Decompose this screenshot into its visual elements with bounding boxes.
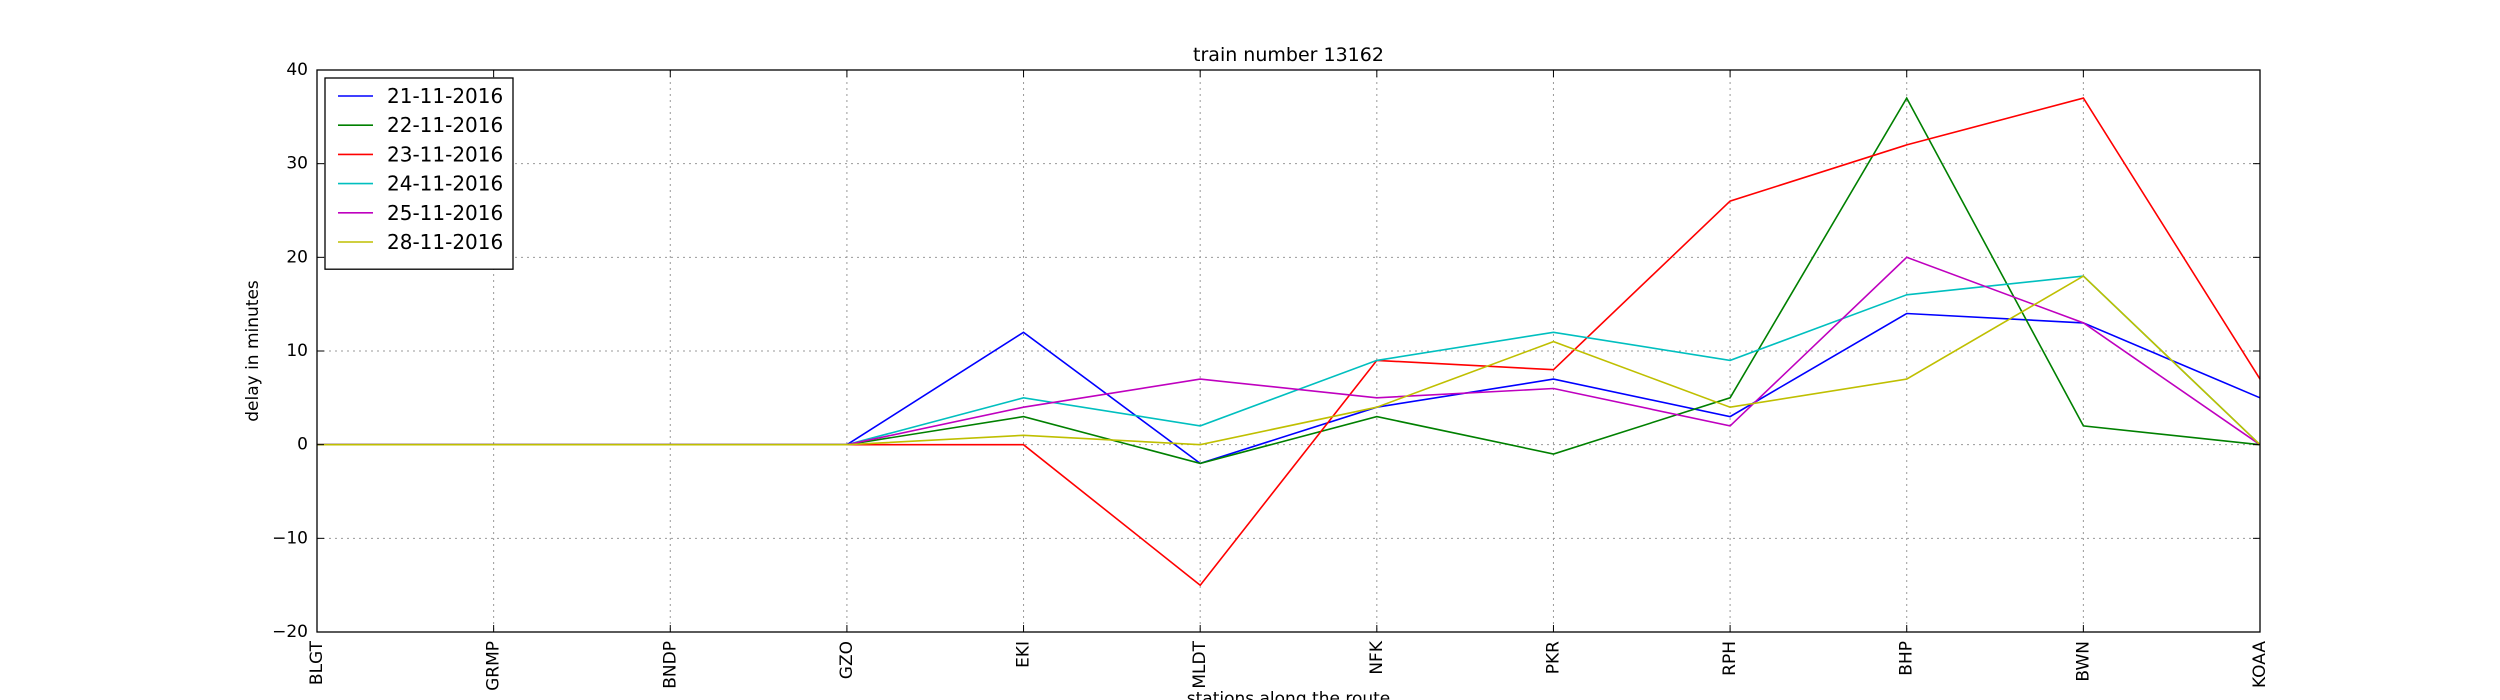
y-tick-label: 30 xyxy=(286,154,308,174)
y-tick-label: 40 xyxy=(286,60,308,80)
grid-lines xyxy=(316,69,2261,633)
chart-title: train number 13162 xyxy=(1193,44,1384,66)
legend-box xyxy=(324,77,514,270)
y-tick-label: −10 xyxy=(272,528,308,548)
x-tick-label: BNDP xyxy=(660,641,680,689)
x-tick-label: KOAA xyxy=(2250,641,2270,688)
y-axis-label: delay in minutes xyxy=(243,280,263,422)
legend-entry: 25-11-2016 xyxy=(387,201,503,225)
series-lines xyxy=(317,96,2261,587)
legend-entry: 22-11-2016 xyxy=(387,113,503,137)
legend: 21-11-2016 22-11-2016 23-11-2016 24-11-2016… xyxy=(324,77,514,270)
y-tick-label: 0 xyxy=(297,435,308,455)
x-tick-label: RPH xyxy=(1720,641,1740,676)
x-tick-label: BLGT xyxy=(307,640,327,685)
legend-entry: 21-11-2016 xyxy=(387,84,503,108)
y-tick-label: 10 xyxy=(286,341,308,361)
axis-ticks: BLGT GRMP BNDP GZO EKI MLDT NFK PKR RPH BHP BWN KOA… xyxy=(272,60,2270,691)
x-tick-label: BWN xyxy=(2073,641,2093,682)
x-tick-label: MLDT xyxy=(1190,640,1210,688)
x-tick-label: BHP xyxy=(1897,641,1917,676)
x-tick-label: NFK xyxy=(1367,640,1387,674)
x-axis-label: stations along the route xyxy=(1187,689,1391,700)
series-line-23-11-2016 xyxy=(317,97,2261,587)
legend-entry: 23-11-2016 xyxy=(387,142,503,166)
series-line-24-11-2016 xyxy=(317,275,2261,446)
series-line-28-11-2016 xyxy=(317,275,2261,446)
x-tick-label: PKR xyxy=(1543,641,1563,674)
x-tick-label: GRMP xyxy=(484,641,504,691)
y-tick-label: −20 xyxy=(272,622,308,642)
x-tick-label: GZO xyxy=(837,641,857,679)
x-tick-label: EKI xyxy=(1014,641,1034,668)
legend-entry: 28-11-2016 xyxy=(387,230,503,254)
y-tick-label: 20 xyxy=(286,247,308,267)
legend-entry: 24-11-2016 xyxy=(387,172,503,196)
